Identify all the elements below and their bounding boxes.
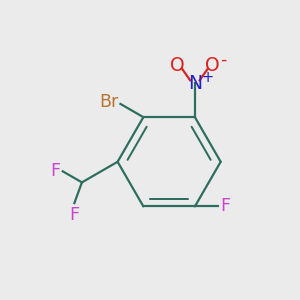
Text: Br: Br [99, 93, 118, 111]
Text: -: - [220, 51, 226, 69]
Text: F: F [50, 162, 60, 180]
Text: O: O [205, 56, 220, 75]
Text: O: O [170, 56, 184, 75]
Text: F: F [69, 206, 80, 224]
Text: N: N [188, 74, 202, 93]
Text: +: + [201, 70, 214, 85]
Text: F: F [220, 197, 230, 215]
